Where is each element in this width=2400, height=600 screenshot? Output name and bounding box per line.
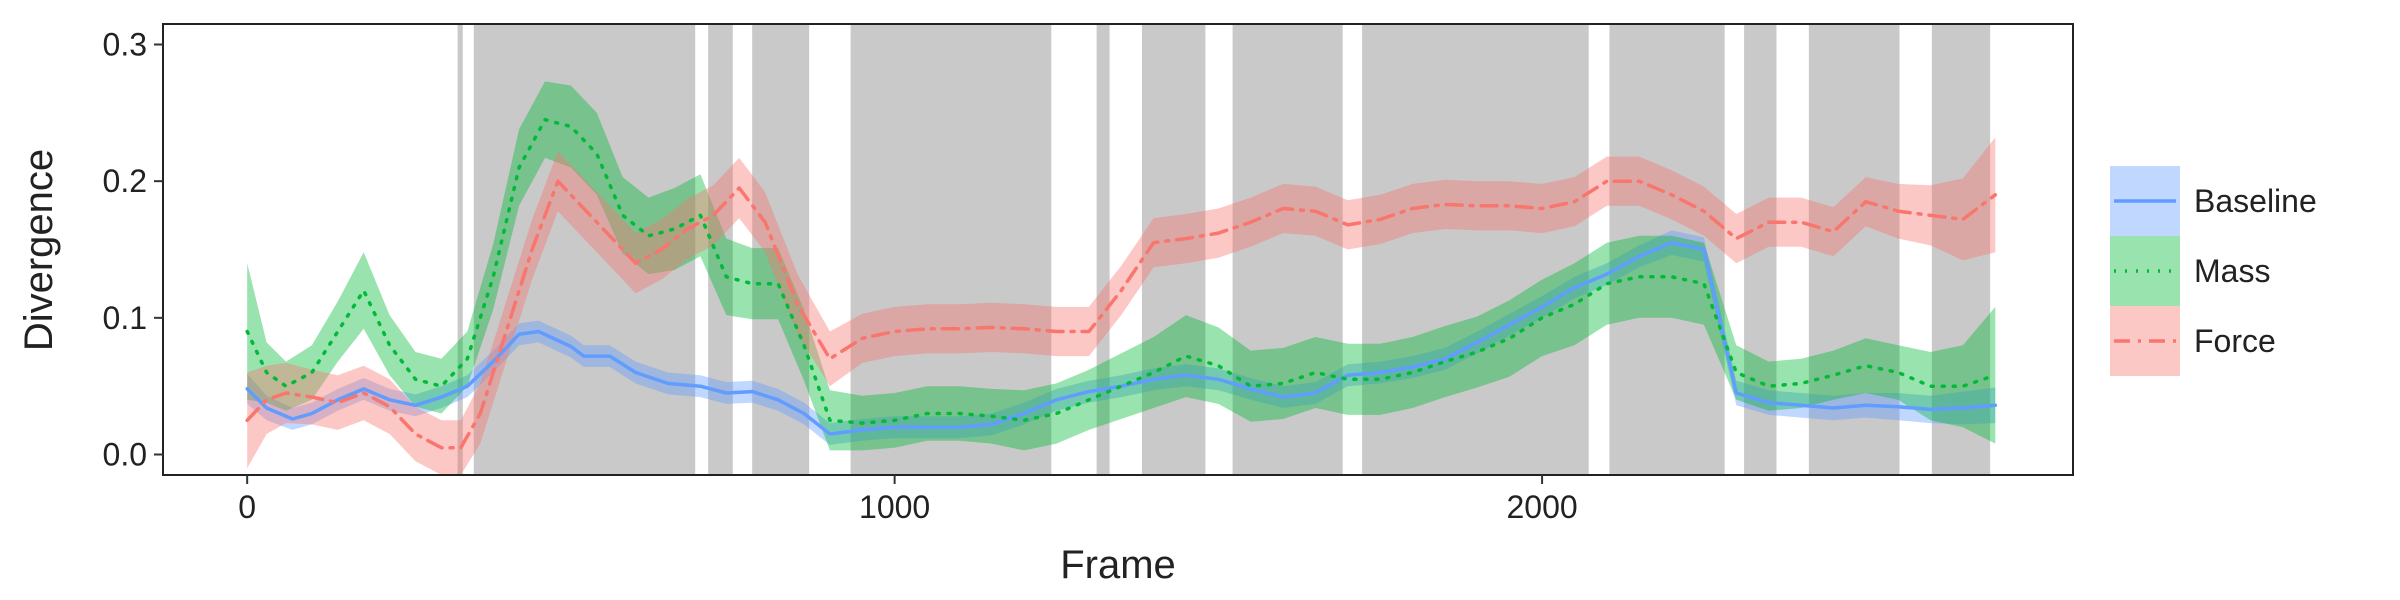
y-axis-label: Divergence xyxy=(17,149,61,351)
axes: 0 1000 2000 0.0 0.1 0.2 0.3 xyxy=(103,27,1578,526)
force-series-line xyxy=(245,179,1998,450)
plot-panel-border xyxy=(162,23,2074,476)
series-lines xyxy=(245,117,1998,450)
confidence-bands xyxy=(247,81,1996,475)
y-tick-label: 0.2 xyxy=(103,163,147,199)
shaded-interval xyxy=(1808,24,1900,475)
legend-key xyxy=(2110,236,2180,306)
shaded-interval xyxy=(708,24,733,475)
legend-label: Baseline xyxy=(2194,183,2317,219)
y-tick-label: 0.0 xyxy=(103,437,147,473)
shaded-interval xyxy=(850,24,1052,475)
x-tick-label: 2000 xyxy=(1506,489,1577,525)
legend-label: Force xyxy=(2194,323,2276,359)
legend: Baseline Mass Force xyxy=(2110,166,2317,376)
baseline-series-line xyxy=(245,240,1998,436)
shaded-interval xyxy=(1096,24,1110,475)
mass-confidence-band xyxy=(247,81,1996,451)
x-axis-label: Frame xyxy=(1060,543,1176,587)
shaded-interval xyxy=(457,24,463,475)
shaded-interval xyxy=(1232,24,1343,475)
shaded-interval xyxy=(1931,24,1991,475)
x-tick-label: 1000 xyxy=(859,489,930,525)
legend-item-baseline: Baseline xyxy=(2110,166,2317,236)
shaded-interval xyxy=(1362,24,1589,475)
legend-item-mass: Mass xyxy=(2110,236,2270,306)
shaded-interval xyxy=(1141,24,1206,475)
legend-item-force: Force xyxy=(2110,306,2276,376)
y-tick-label: 0.3 xyxy=(103,27,147,63)
baseline-confidence-band xyxy=(247,230,1996,445)
y-tick-label: 0.1 xyxy=(103,300,147,336)
force-confidence-band xyxy=(247,137,1996,475)
x-tick-label: 0 xyxy=(238,489,256,525)
legend-label: Mass xyxy=(2194,253,2270,289)
shaded-intervals xyxy=(457,24,1991,475)
